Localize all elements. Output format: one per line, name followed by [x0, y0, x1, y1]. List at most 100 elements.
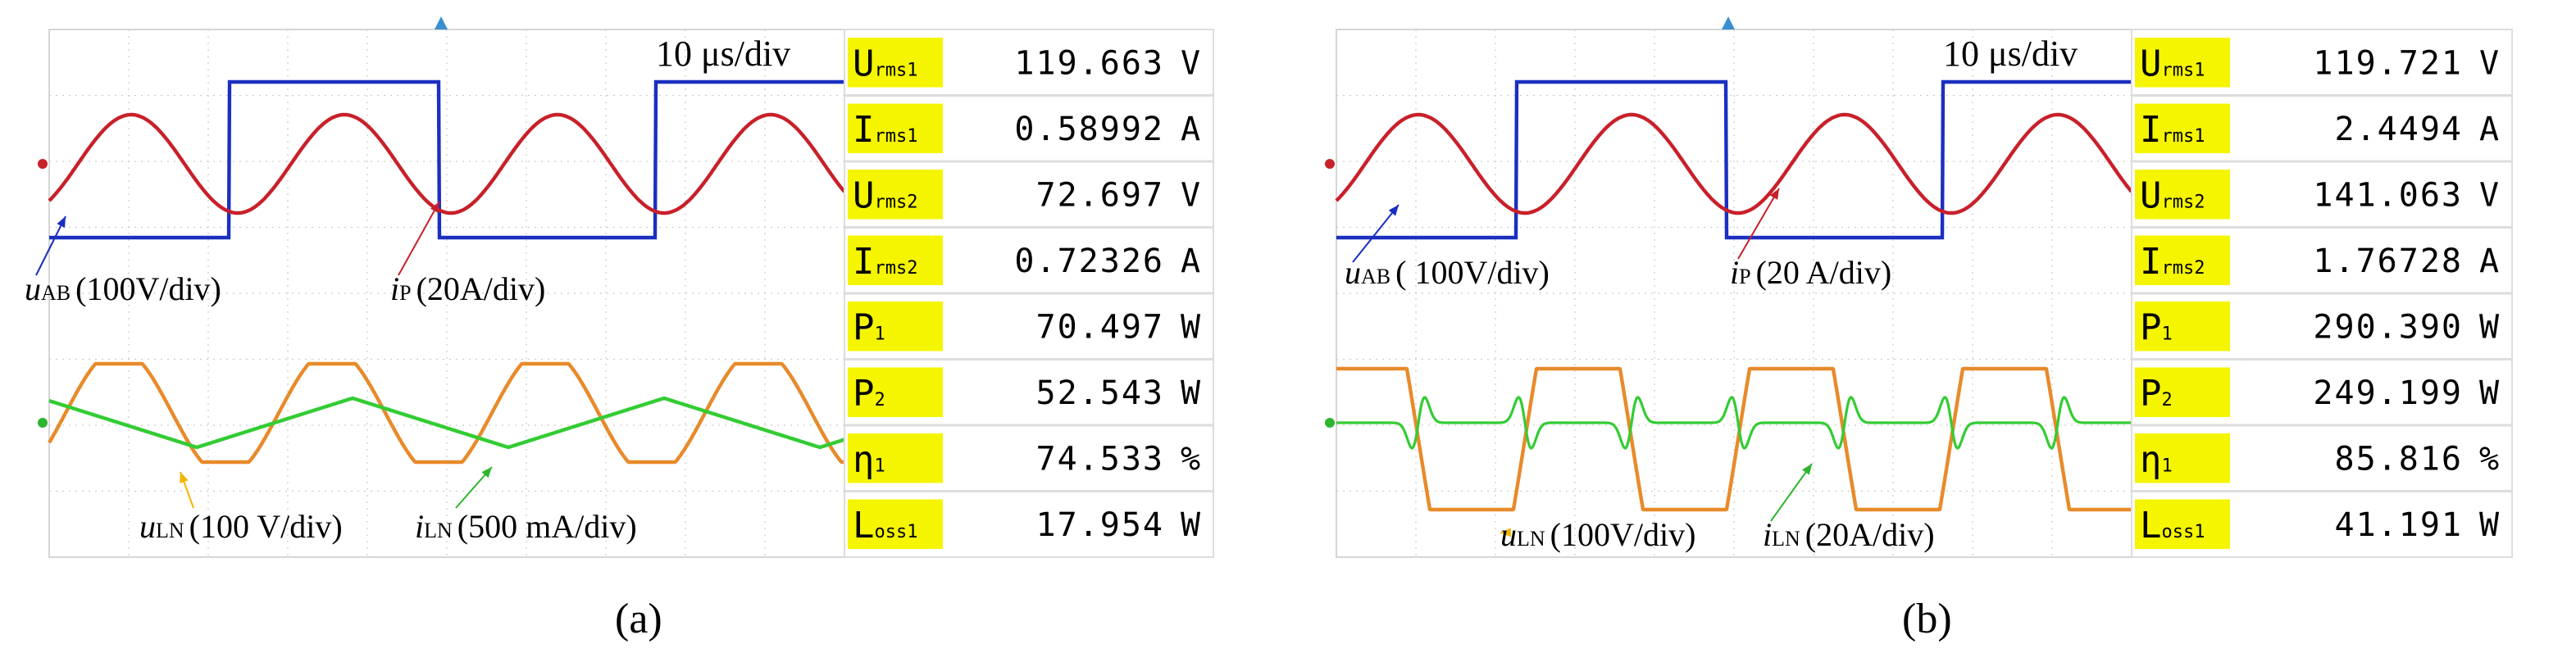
- measure-unit: V: [2479, 176, 2499, 214]
- annotation-scale: (500 mA/div): [457, 508, 637, 545]
- measure-name: Irms1: [2140, 109, 2205, 151]
- annotation-sub: LN: [1772, 527, 1800, 551]
- measure-unit: %: [1181, 440, 1200, 478]
- measure-value: 72.697: [1036, 176, 1165, 214]
- timebase: 10 μs/div: [1943, 34, 2078, 74]
- measure-name: P1: [853, 306, 885, 348]
- measure-name: Irms2: [2140, 241, 2205, 283]
- annotation-sub: P: [1739, 265, 1750, 288]
- annotation-scale: (20A/div): [416, 270, 546, 307]
- label-box: [848, 367, 943, 417]
- annotation-scale: (20A/div): [1805, 516, 1935, 553]
- waveform-uab: [49, 79, 844, 240]
- arrow-head: [57, 216, 66, 228]
- annotation-sub: LN: [424, 519, 453, 542]
- label-box: [2135, 38, 2230, 88]
- waveform-uln: [48, 361, 844, 465]
- timebase: 10 μs/div: [656, 34, 790, 74]
- measure-value: 1.76728: [2313, 243, 2463, 280]
- waveform-uab: [1336, 79, 2132, 240]
- annotation-arrow: [398, 201, 440, 276]
- measure-unit: W: [2479, 506, 2500, 544]
- measure-name-main: η: [853, 438, 875, 480]
- measure-unit: W: [2479, 308, 2500, 346]
- measure-name: Urms1: [2140, 43, 2205, 84]
- annotation-symbol: u: [139, 508, 156, 545]
- label-box: [848, 103, 943, 153]
- measure-name-sub: 1: [2162, 456, 2173, 476]
- label-box: [848, 433, 943, 483]
- label-box: [2135, 367, 2230, 417]
- trigger-marker: [435, 16, 448, 29]
- measure-name-main: U: [853, 43, 875, 84]
- measure-name-main: L: [2140, 505, 2162, 546]
- measure-name-main: P: [2140, 373, 2162, 415]
- waveform-ip: [48, 112, 846, 215]
- caption: (a): [615, 596, 662, 642]
- measure-value: 85.816: [2335, 440, 2464, 478]
- measure-name-main: L: [853, 505, 875, 546]
- annotation-symbol: i: [390, 270, 399, 307]
- measure-name: P1: [2140, 306, 2173, 348]
- measure-name-main: U: [2140, 43, 2162, 84]
- measure-name-sub: oss1: [2162, 522, 2205, 542]
- arrow-head: [481, 467, 492, 478]
- measure-value: 290.390: [2313, 308, 2463, 346]
- measure-name: Urms2: [853, 175, 917, 216]
- measure-name: Loss1: [2140, 505, 2205, 546]
- label-box: [2135, 302, 2230, 351]
- measure-name: P2: [853, 373, 885, 415]
- measure-name-sub: rms1: [2162, 60, 2205, 80]
- annotation: uLN (100 V/div): [139, 508, 343, 545]
- measure-name-main: I: [2140, 241, 2162, 283]
- measure-name-sub: 2: [875, 390, 885, 410]
- waveform-iln: [1336, 396, 2132, 450]
- measure-unit: %: [2479, 440, 2499, 478]
- annotation: uAB (100V/div): [25, 270, 221, 307]
- measure-name-sub: rms2: [2162, 258, 2205, 279]
- measure-name-main: P: [853, 373, 875, 415]
- measure-value: 0.72326: [1014, 243, 1164, 280]
- measure-value: 52.543: [1036, 374, 1165, 412]
- label-box: [2135, 103, 2230, 153]
- label-box: [848, 302, 943, 351]
- measure-name-sub: rms1: [2162, 126, 2205, 147]
- measure-name-sub: rms2: [875, 258, 918, 279]
- measure-name-main: U: [853, 175, 875, 216]
- measure-value: 17.954: [1036, 506, 1165, 544]
- annotation-arrow: [1352, 204, 1400, 263]
- measure-name-main: P: [853, 306, 875, 348]
- measure-name: Urms1: [853, 43, 917, 84]
- measure-unit: W: [1181, 374, 1201, 412]
- measure-name-main: η: [2140, 438, 2162, 480]
- annotation: uLN (100V/div): [1500, 516, 1695, 553]
- channel-marker: [38, 418, 48, 428]
- measure-name-sub: 2: [2162, 390, 2173, 410]
- annotation: iP (20 A/div): [1730, 254, 1891, 291]
- measure-value: 249.199: [2313, 374, 2463, 412]
- channel-marker: [1325, 418, 1335, 428]
- measure-name-sub: oss1: [875, 522, 918, 542]
- measure-name: η1: [853, 438, 885, 480]
- measure-unit: A: [1181, 111, 1200, 148]
- measure-name-sub: 1: [875, 324, 885, 344]
- measure-name-main: I: [2140, 109, 2162, 151]
- channel-marker: [38, 159, 48, 169]
- label-box: [848, 38, 943, 88]
- measure-unit: W: [1181, 506, 1201, 544]
- waveform-uln: [1336, 366, 2132, 512]
- label-box: [2135, 499, 2230, 549]
- label-box: [2135, 235, 2230, 285]
- measure-value: 70.497: [1036, 308, 1165, 346]
- annotation-arrow: [1770, 463, 1813, 522]
- label-box: [848, 499, 943, 549]
- annotation-symbol: i: [415, 508, 424, 545]
- annotation-scale: (100V/div): [1550, 516, 1696, 553]
- arrow-head: [1802, 464, 1812, 475]
- measure-unit: V: [1181, 44, 1200, 82]
- measure-name-main: I: [853, 109, 875, 151]
- annotation-symbol: u: [1345, 254, 1361, 291]
- measure-value: 74.533: [1036, 440, 1165, 478]
